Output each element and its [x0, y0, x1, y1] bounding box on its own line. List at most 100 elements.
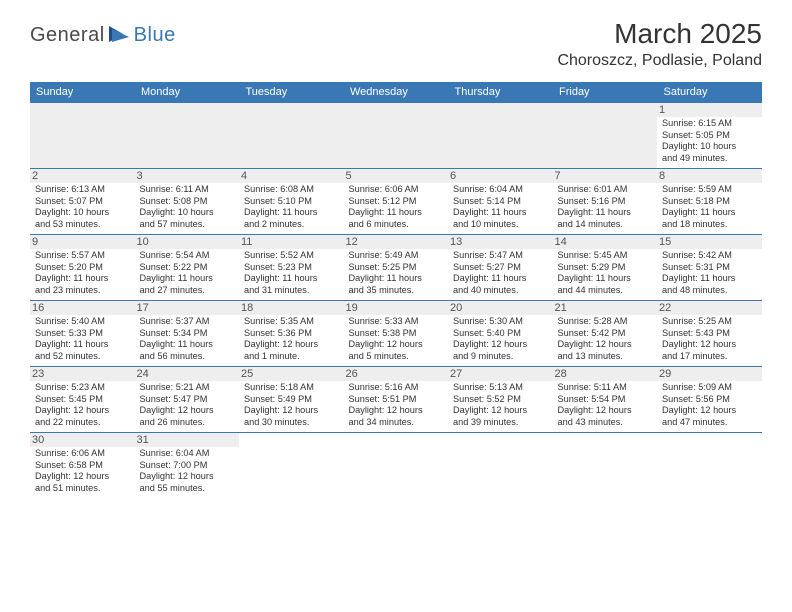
day-details: Sunrise: 6:15 AMSunset: 5:05 PMDaylight:…: [661, 118, 758, 164]
page-header: General Blue March 2025 Choroszcz, Podla…: [0, 0, 792, 76]
calendar-day-cell: [448, 433, 553, 499]
day-details: Sunrise: 5:49 AMSunset: 5:25 PMDaylight:…: [348, 250, 445, 296]
day-number: 9: [30, 235, 135, 249]
calendar-day-cell: [553, 433, 658, 499]
calendar-day-cell: 17Sunrise: 5:37 AMSunset: 5:34 PMDayligh…: [135, 301, 240, 367]
weekday-header: Friday: [553, 82, 658, 103]
day-details: Sunrise: 5:35 AMSunset: 5:36 PMDaylight:…: [243, 316, 340, 362]
day-details: Sunrise: 6:13 AMSunset: 5:07 PMDaylight:…: [34, 184, 131, 230]
calendar-day-cell: [344, 433, 449, 499]
calendar-week-row: 2Sunrise: 6:13 AMSunset: 5:07 PMDaylight…: [30, 169, 762, 235]
day-details: Sunrise: 5:37 AMSunset: 5:34 PMDaylight:…: [139, 316, 236, 362]
brand-logo: General Blue: [30, 24, 176, 47]
month-title: March 2025: [557, 18, 762, 50]
calendar-week-row: 23Sunrise: 5:23 AMSunset: 5:45 PMDayligh…: [30, 367, 762, 433]
day-details: Sunrise: 6:01 AMSunset: 5:16 PMDaylight:…: [557, 184, 654, 230]
calendar-day-cell: 6Sunrise: 6:04 AMSunset: 5:14 PMDaylight…: [448, 169, 553, 235]
calendar-day-cell: 13Sunrise: 5:47 AMSunset: 5:27 PMDayligh…: [448, 235, 553, 301]
calendar-day-cell: [239, 433, 344, 499]
calendar-day-cell: 8Sunrise: 5:59 AMSunset: 5:18 PMDaylight…: [657, 169, 762, 235]
day-number: 7: [553, 169, 658, 183]
day-details: Sunrise: 5:11 AMSunset: 5:54 PMDaylight:…: [557, 382, 654, 428]
day-number: 19: [344, 301, 449, 315]
day-details: Sunrise: 5:45 AMSunset: 5:29 PMDaylight:…: [557, 250, 654, 296]
weekday-header: Sunday: [30, 82, 135, 103]
calendar-week-row: 16Sunrise: 5:40 AMSunset: 5:33 PMDayligh…: [30, 301, 762, 367]
day-number: 1: [657, 103, 762, 117]
calendar-day-cell: [448, 103, 553, 169]
calendar-week-row: 9Sunrise: 5:57 AMSunset: 5:20 PMDaylight…: [30, 235, 762, 301]
day-number: 29: [657, 367, 762, 381]
calendar-day-cell: 16Sunrise: 5:40 AMSunset: 5:33 PMDayligh…: [30, 301, 135, 367]
flag-icon: [109, 24, 131, 47]
calendar-day-cell: [344, 103, 449, 169]
brand-part2: Blue: [134, 24, 176, 47]
day-number: 4: [239, 169, 344, 183]
calendar-day-cell: 10Sunrise: 5:54 AMSunset: 5:22 PMDayligh…: [135, 235, 240, 301]
calendar-day-cell: 15Sunrise: 5:42 AMSunset: 5:31 PMDayligh…: [657, 235, 762, 301]
calendar-day-cell: 2Sunrise: 6:13 AMSunset: 5:07 PMDaylight…: [30, 169, 135, 235]
title-block: March 2025 Choroszcz, Podlasie, Poland: [557, 18, 762, 70]
calendar-day-cell: 20Sunrise: 5:30 AMSunset: 5:40 PMDayligh…: [448, 301, 553, 367]
calendar-day-cell: 24Sunrise: 5:21 AMSunset: 5:47 PMDayligh…: [135, 367, 240, 433]
day-details: Sunrise: 6:08 AMSunset: 5:10 PMDaylight:…: [243, 184, 340, 230]
calendar-day-cell: 14Sunrise: 5:45 AMSunset: 5:29 PMDayligh…: [553, 235, 658, 301]
day-number: 11: [239, 235, 344, 249]
calendar-day-cell: 1Sunrise: 6:15 AMSunset: 5:05 PMDaylight…: [657, 103, 762, 169]
day-number: 20: [448, 301, 553, 315]
day-number: 12: [344, 235, 449, 249]
day-details: Sunrise: 5:42 AMSunset: 5:31 PMDaylight:…: [661, 250, 758, 296]
calendar-day-cell: 29Sunrise: 5:09 AMSunset: 5:56 PMDayligh…: [657, 367, 762, 433]
day-details: Sunrise: 5:30 AMSunset: 5:40 PMDaylight:…: [452, 316, 549, 362]
day-details: Sunrise: 5:40 AMSunset: 5:33 PMDaylight:…: [34, 316, 131, 362]
weekday-header: Wednesday: [344, 82, 449, 103]
day-details: Sunrise: 5:23 AMSunset: 5:45 PMDaylight:…: [34, 382, 131, 428]
day-details: Sunrise: 5:47 AMSunset: 5:27 PMDaylight:…: [452, 250, 549, 296]
calendar-day-cell: [657, 433, 762, 499]
calendar-day-cell: 28Sunrise: 5:11 AMSunset: 5:54 PMDayligh…: [553, 367, 658, 433]
day-number: 30: [30, 433, 135, 447]
day-details: Sunrise: 5:54 AMSunset: 5:22 PMDaylight:…: [139, 250, 236, 296]
calendar-day-cell: [553, 103, 658, 169]
calendar-day-cell: [239, 103, 344, 169]
day-number: 24: [135, 367, 240, 381]
day-number: 25: [239, 367, 344, 381]
day-number: 6: [448, 169, 553, 183]
day-number: 28: [553, 367, 658, 381]
calendar-day-cell: 21Sunrise: 5:28 AMSunset: 5:42 PMDayligh…: [553, 301, 658, 367]
day-details: Sunrise: 5:28 AMSunset: 5:42 PMDaylight:…: [557, 316, 654, 362]
day-details: Sunrise: 6:11 AMSunset: 5:08 PMDaylight:…: [139, 184, 236, 230]
calendar-day-cell: 26Sunrise: 5:16 AMSunset: 5:51 PMDayligh…: [344, 367, 449, 433]
day-number: 17: [135, 301, 240, 315]
day-number: 2: [30, 169, 135, 183]
day-details: Sunrise: 5:52 AMSunset: 5:23 PMDaylight:…: [243, 250, 340, 296]
day-number: 16: [30, 301, 135, 315]
calendar-day-cell: 11Sunrise: 5:52 AMSunset: 5:23 PMDayligh…: [239, 235, 344, 301]
weekday-header-row: Sunday Monday Tuesday Wednesday Thursday…: [30, 82, 762, 103]
calendar-day-cell: 25Sunrise: 5:18 AMSunset: 5:49 PMDayligh…: [239, 367, 344, 433]
day-number: 23: [30, 367, 135, 381]
calendar-table: Sunday Monday Tuesday Wednesday Thursday…: [30, 82, 762, 499]
calendar-day-cell: 5Sunrise: 6:06 AMSunset: 5:12 PMDaylight…: [344, 169, 449, 235]
location-subtitle: Choroszcz, Podlasie, Poland: [557, 52, 762, 70]
day-details: Sunrise: 5:13 AMSunset: 5:52 PMDaylight:…: [452, 382, 549, 428]
day-number: 31: [135, 433, 240, 447]
day-number: 10: [135, 235, 240, 249]
day-details: Sunrise: 5:09 AMSunset: 5:56 PMDaylight:…: [661, 382, 758, 428]
calendar-day-cell: 23Sunrise: 5:23 AMSunset: 5:45 PMDayligh…: [30, 367, 135, 433]
weekday-header: Saturday: [657, 82, 762, 103]
day-details: Sunrise: 5:57 AMSunset: 5:20 PMDaylight:…: [34, 250, 131, 296]
day-details: Sunrise: 6:06 AMSunset: 6:58 PMDaylight:…: [34, 448, 131, 494]
brand-part1: General: [30, 24, 105, 47]
day-number: 3: [135, 169, 240, 183]
day-number: 13: [448, 235, 553, 249]
calendar-day-cell: 18Sunrise: 5:35 AMSunset: 5:36 PMDayligh…: [239, 301, 344, 367]
calendar-day-cell: 31Sunrise: 6:04 AMSunset: 7:00 PMDayligh…: [135, 433, 240, 499]
calendar-day-cell: 7Sunrise: 6:01 AMSunset: 5:16 PMDaylight…: [553, 169, 658, 235]
day-details: Sunrise: 6:04 AMSunset: 7:00 PMDaylight:…: [139, 448, 236, 494]
day-details: Sunrise: 5:25 AMSunset: 5:43 PMDaylight:…: [661, 316, 758, 362]
weekday-header: Thursday: [448, 82, 553, 103]
day-number: 27: [448, 367, 553, 381]
day-number: 5: [344, 169, 449, 183]
calendar-week-row: 30Sunrise: 6:06 AMSunset: 6:58 PMDayligh…: [30, 433, 762, 499]
